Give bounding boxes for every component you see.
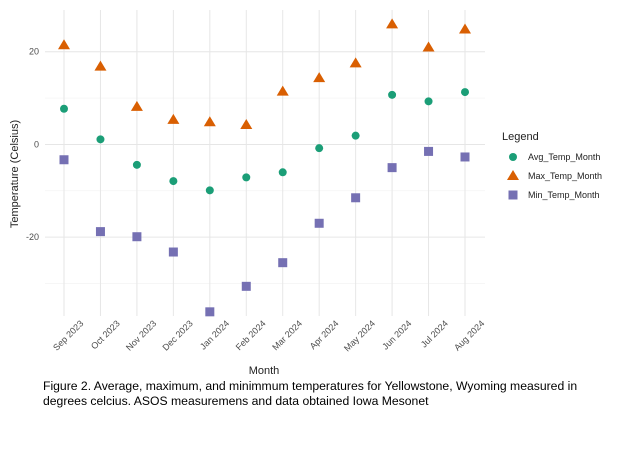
legend: Legend Avg_Temp_Month Max_Temp_Month Min_T… [502,131,602,200]
gridlines [45,10,485,316]
data-point [168,247,178,257]
series-avg-temp-month [60,88,469,195]
data-point [387,163,397,173]
data-point [59,155,69,165]
data-point [203,116,216,127]
x-tick-label: Oct 2023 [89,318,122,351]
data-point [314,218,324,228]
data-point [278,168,287,177]
data-point [240,118,253,129]
data-point [169,177,178,186]
data-point [58,39,70,50]
data-point [94,60,107,71]
data-points [58,18,471,317]
data-point [424,146,434,156]
x-tick-label: May 2024 [342,318,377,353]
data-point [349,57,362,68]
x-axis-title: Month [249,365,280,377]
figure-caption: Figure 2. Average, maximum, and minimmum… [43,379,578,408]
data-point [278,258,288,268]
data-point [422,41,435,52]
data-point [60,104,68,113]
x-axis-ticks: Sep 2023 Oct 2023 Nov 2023 Dec 2023 Jan 2024… [51,318,486,353]
data-point [459,23,471,34]
data-point [460,152,470,162]
data-point [242,173,251,182]
data-point [96,135,105,144]
legend-key [507,170,519,180]
series-min-temp-month [59,146,470,317]
data-point [461,88,469,97]
x-tick-label: Jun 2024 [380,318,413,351]
y-tick-label: 20 [29,47,39,57]
legend-label: Min_Temp_Month [528,190,600,200]
data-point [351,131,360,140]
x-tick-label: Mar 2024 [270,318,304,352]
x-tick-label: Jan 2024 [198,318,231,351]
legend-key [508,190,518,200]
data-point [132,232,142,242]
x-tick-label: Dec 2023 [160,318,194,352]
data-point [95,227,105,237]
legend-label: Avg_Temp_Month [528,152,600,162]
x-tick-label: Aug 2024 [452,318,486,352]
x-tick-label: Nov 2023 [124,318,158,352]
data-point [315,144,324,153]
x-tick-label: Feb 2024 [234,318,268,352]
data-point [313,72,326,83]
legend-label: Max_Temp_Month [528,171,602,181]
series-max-temp-month [58,18,471,129]
data-point [388,90,397,99]
x-tick-label: Jul 2024 [419,318,450,349]
legend-key [509,153,517,161]
data-point [205,186,214,195]
x-tick-label: Apr 2024 [308,318,341,351]
y-axis-title: Temperature (Celsius) [9,120,21,228]
y-axis-ticks: -20 0 20 [26,47,39,242]
y-tick-label: -20 [26,232,39,242]
x-tick-label: Sep 2023 [51,318,85,352]
data-point [386,18,399,29]
data-point [130,100,143,111]
y-tick-label: 0 [34,139,39,149]
legend-title: Legend [502,131,539,143]
data-point [351,193,361,203]
data-point [167,113,180,124]
data-point [132,160,141,169]
data-point [241,281,251,291]
data-point [276,85,289,96]
data-point [205,307,215,317]
data-point [424,97,433,106]
